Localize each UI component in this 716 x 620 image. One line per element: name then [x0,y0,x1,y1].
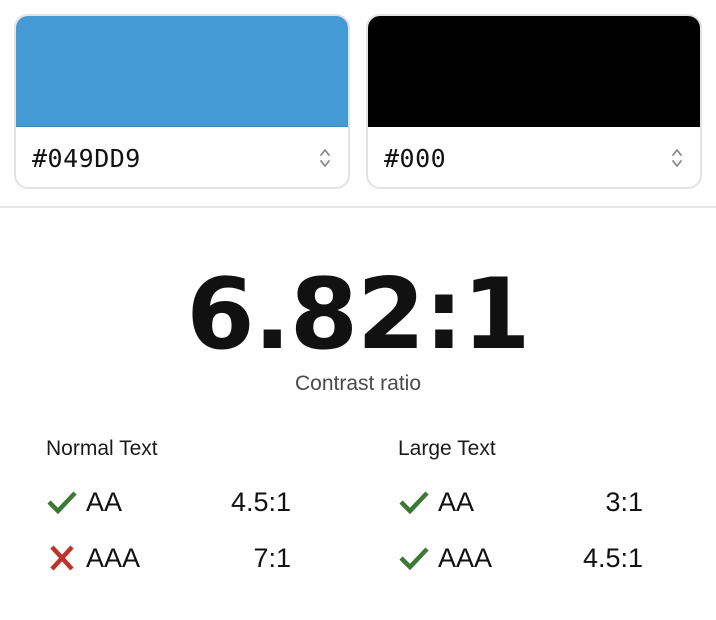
result-level: AA [438,486,475,517]
chevron-up-down-icon[interactable] [670,146,684,170]
result-row: AA 4.5:1 [46,482,291,522]
result-row: AAA 4.5:1 [398,538,643,578]
required-ratio: 4.5:1 [230,486,291,517]
result-level: AA [86,486,123,517]
background-color-input[interactable] [384,143,644,173]
large-text-title: Large Text [398,437,496,460]
normal-text-title: Normal Text [46,437,158,460]
check-icon [46,488,78,516]
check-icon [398,544,430,572]
required-ratio: 4.5:1 [582,542,643,573]
background-swatch[interactable] [368,16,700,127]
foreground-input-row [16,127,348,187]
chevron-up-down-icon[interactable] [318,146,332,170]
foreground-color-card [14,14,350,189]
result-row: AAA 7:1 [46,538,291,578]
contrast-ratio-label: Contrast ratio [294,372,422,395]
required-ratio: 3:1 [605,486,643,517]
result-row: AA 3:1 [398,482,643,522]
contrast-ratio-value: 6.82:1 [186,258,530,372]
cross-icon [46,544,78,572]
result-level: AAA [438,542,493,573]
required-ratio: 7:1 [253,542,291,573]
background-input-row [368,127,700,187]
result-level: AAA [86,542,141,573]
normal-text-results: Normal Text AA 4.5:1 AAA 7:1 [46,434,291,578]
foreground-color-input[interactable] [32,143,292,173]
background-color-card [366,14,702,189]
color-pickers [0,0,716,208]
large-text-results: Large Text AA 3:1 AAA 4.5:1 [398,434,643,578]
foreground-swatch[interactable] [16,16,348,127]
check-icon [398,488,430,516]
